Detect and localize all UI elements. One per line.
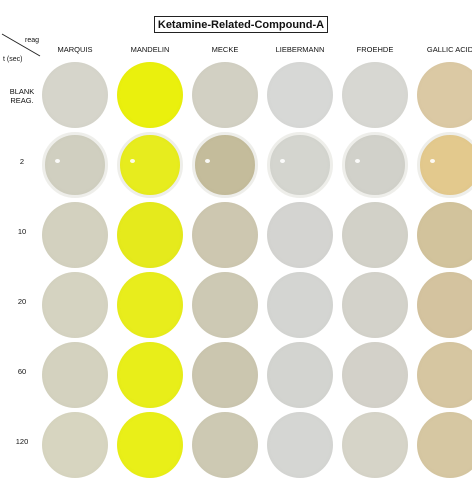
spot-well [42,412,108,478]
spot-well [417,412,472,478]
column-header-mandelin: MANDELIN [130,45,170,54]
reflection-highlight [355,159,360,163]
reflection-highlight [205,159,210,163]
spot-well [267,342,333,408]
spot-well [117,132,183,198]
time-axis-label: t (sec) [3,56,23,63]
column-header-marquis: MARQUIS [57,45,93,54]
spot-well [417,132,472,198]
reflection-highlight [430,159,435,163]
reflection-highlight [280,159,285,163]
spot-well [192,62,258,128]
figure-title: Ketamine-Related-Compound-A [154,16,328,33]
spot-well [117,62,183,128]
column-header-gallic-acid: GALLIC ACID [426,45,472,54]
spot-well [117,202,183,268]
spot-well [417,202,472,268]
spot-well [192,132,258,198]
row-header-4: 60 [17,367,27,376]
spot-well [417,272,472,338]
spot-well [42,272,108,338]
spot-well [42,62,108,128]
diagonal-divider [1,33,41,57]
reagent-axis-label: reag [25,37,40,44]
spot-well [117,342,183,408]
spot-well [267,62,333,128]
row-header-3: 20 [17,297,27,306]
spot-well [342,132,408,198]
column-header-froehde: FROEHDE [356,45,394,54]
row-header-5: 120 [15,437,29,446]
spot-well [192,412,258,478]
row-header-0: BLANK REAG. [9,87,35,105]
spot-well [192,202,258,268]
spot-well [342,272,408,338]
spot-well [192,272,258,338]
spot-well [42,342,108,408]
spot-well [267,202,333,268]
spot-well [117,272,183,338]
column-header-mecke: MECKE [211,45,239,54]
spot-well [192,342,258,408]
spot-well [342,62,408,128]
reflection-highlight [55,159,60,163]
row-header-1: 2 [19,157,25,166]
spot-well [42,202,108,268]
spot-well [342,412,408,478]
spot-well [42,132,108,198]
spot-well [417,342,472,408]
spot-well [342,342,408,408]
reflection-highlight [130,159,135,163]
spot-well [267,412,333,478]
spot-well [117,412,183,478]
spot-well [267,272,333,338]
row-header-2: 10 [17,227,27,236]
spot-well [417,62,472,128]
spot-well [342,202,408,268]
spot-well [267,132,333,198]
corner-header: reag t (sec) [0,30,48,70]
column-header-liebermann: LIEBERMANN [275,45,325,54]
